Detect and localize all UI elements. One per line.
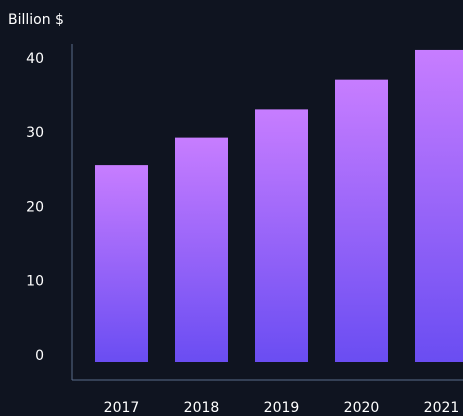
x-tick-labels: 2017 2018 2019 2020 2021 [104,400,460,416]
x-tick-label-2021: 2021 [424,400,460,416]
y-tick-label: 20 [26,199,44,215]
y-axis-label: Billion $ [8,12,64,28]
x-tick-label-2019: 2019 [264,400,300,416]
y-tick-label: 10 [26,274,44,290]
x-tick-label-2020: 2020 [344,400,380,416]
y-tick-label: 0 [35,348,44,364]
bar-2018 [175,137,228,362]
x-tick-label-2017: 2017 [104,400,140,416]
bars [95,49,463,362]
bar-2019 [255,109,308,362]
x-tick-label-2018: 2018 [184,400,220,416]
bar-2020 [335,79,388,362]
y-tick-label: 30 [26,125,44,141]
bar-2017 [95,165,148,362]
y-ticks: 0 10 20 30 40 [26,51,44,364]
bar-2021 [415,49,463,362]
y-tick-label: 40 [26,51,44,67]
